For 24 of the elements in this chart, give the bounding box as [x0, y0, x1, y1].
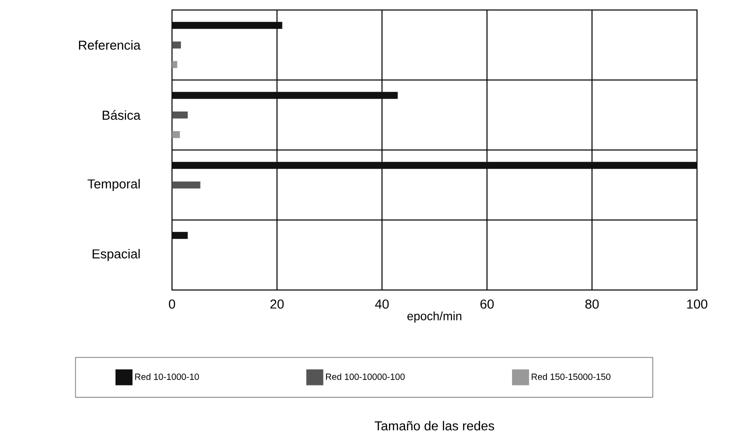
- bar: [172, 182, 200, 189]
- bar: [172, 22, 282, 29]
- bar: [172, 92, 398, 99]
- y-tick-label: Básica: [102, 110, 141, 120]
- legend-label: Red 10-1000-10: [135, 373, 199, 380]
- x-tick-label: 100: [687, 299, 708, 309]
- x-tick-label: 20: [270, 299, 284, 309]
- legend-title: Tamaño de las redes: [374, 420, 494, 430]
- x-axis-title: epoch/min: [407, 312, 462, 323]
- y-tick-label: Referencia: [79, 40, 141, 50]
- x-tick-label: 80: [585, 299, 599, 309]
- bar: [172, 42, 181, 48]
- bar: [172, 232, 188, 239]
- legend-label: Red 150-15000-150: [532, 373, 610, 380]
- x-tick-label: 40: [375, 299, 389, 309]
- x-tick-label: 0: [168, 299, 176, 309]
- bar: [172, 162, 698, 169]
- bar: [172, 61, 178, 68]
- bar: [172, 131, 180, 138]
- y-tick-label: Espacial: [92, 248, 140, 262]
- bar: [172, 112, 188, 118]
- y-tick-label: Temporal: [88, 178, 140, 192]
- x-tick-label: 60: [480, 299, 494, 309]
- legend-label: Red 100-10000-100: [326, 373, 405, 380]
